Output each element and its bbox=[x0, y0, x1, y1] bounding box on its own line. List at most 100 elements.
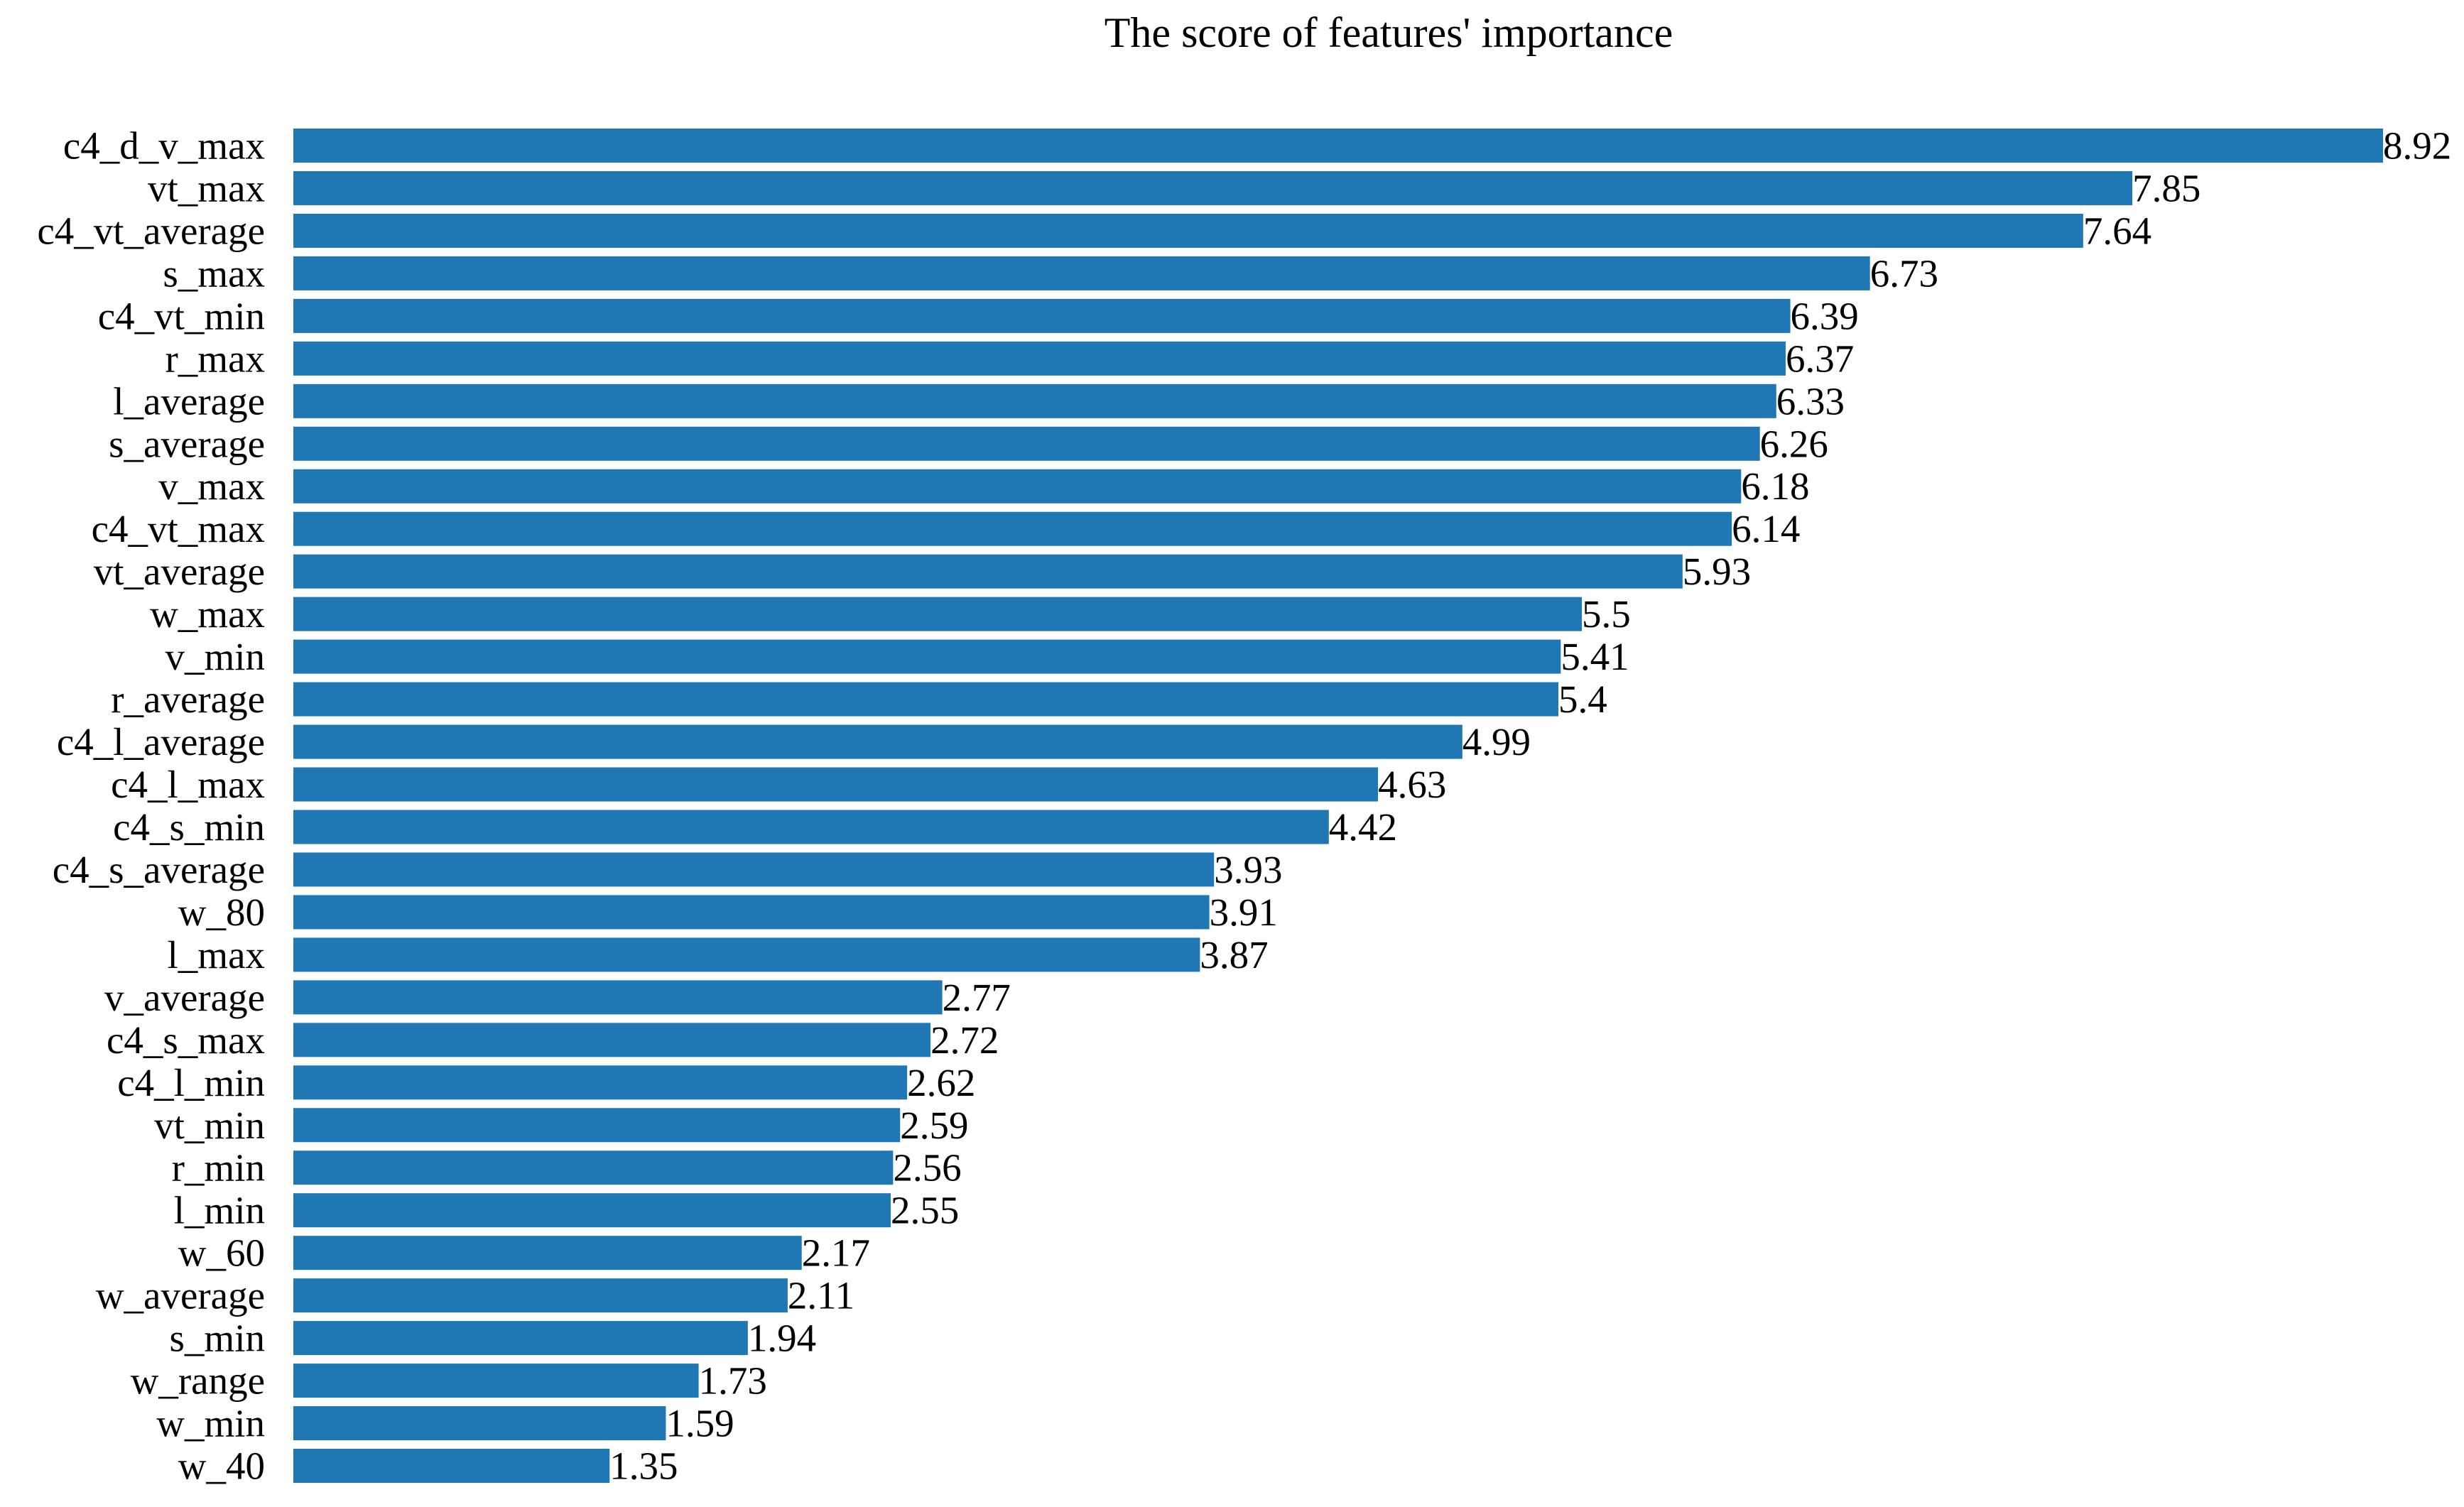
bar-c4-s-average bbox=[293, 852, 1215, 887]
category-label: r_max bbox=[165, 337, 265, 380]
bar-l-min bbox=[293, 1193, 891, 1228]
value-label: 4.99 bbox=[1462, 720, 1531, 763]
bar-w-max bbox=[293, 597, 1583, 631]
category-label: w_40 bbox=[178, 1445, 265, 1488]
category-label: vt_max bbox=[148, 166, 265, 210]
value-label: 1.94 bbox=[748, 1317, 816, 1360]
value-label: 4.42 bbox=[1329, 805, 1397, 849]
value-label: 6.73 bbox=[1870, 251, 1938, 295]
category-label: vt_average bbox=[94, 550, 265, 593]
category-label: w_max bbox=[150, 592, 265, 636]
value-label: 5.5 bbox=[1582, 592, 1631, 636]
bar-v-max bbox=[293, 469, 1742, 504]
category-label: vt_min bbox=[154, 1104, 265, 1147]
bar-c4-vt-max bbox=[293, 511, 1732, 546]
category-label: v_average bbox=[104, 976, 265, 1019]
value-label: 3.87 bbox=[1200, 933, 1268, 976]
bar-c4-d-v-max bbox=[293, 129, 2383, 163]
value-label: 1.59 bbox=[666, 1402, 734, 1445]
value-label: 5.93 bbox=[1683, 550, 1751, 593]
value-label: 3.91 bbox=[1210, 891, 1278, 934]
bar-vt-max bbox=[293, 170, 2133, 205]
category-label: s_average bbox=[109, 422, 265, 465]
value-label: 6.37 bbox=[1786, 337, 1854, 380]
bar-v-min bbox=[293, 639, 1561, 674]
value-label: 5.41 bbox=[1561, 635, 1629, 678]
bar-w-40 bbox=[293, 1449, 610, 1483]
value-label: 1.73 bbox=[699, 1359, 767, 1403]
category-label: v_max bbox=[158, 464, 265, 508]
bar-s-min bbox=[293, 1321, 748, 1356]
bar-w-average bbox=[293, 1278, 788, 1313]
category-label: l_average bbox=[113, 379, 265, 423]
value-label: 7.85 bbox=[2132, 166, 2200, 210]
bar-w-60 bbox=[293, 1236, 802, 1271]
category-label: l_max bbox=[168, 933, 265, 976]
value-label: 7.64 bbox=[2083, 209, 2151, 252]
bar-c4-s-max bbox=[293, 1023, 931, 1057]
category-label: r_min bbox=[172, 1146, 265, 1190]
category-label: c4_l_min bbox=[117, 1061, 265, 1104]
category-label: s_max bbox=[163, 251, 265, 295]
value-label: 6.33 bbox=[1776, 379, 1845, 423]
category-label: r_average bbox=[111, 678, 265, 721]
value-label: 1.35 bbox=[609, 1445, 678, 1488]
category-label: l_min bbox=[174, 1189, 265, 1232]
value-label: 2.72 bbox=[930, 1018, 999, 1062]
value-label: 5.4 bbox=[1558, 678, 1607, 721]
category-label: w_average bbox=[96, 1274, 265, 1317]
bar-c4-s-min bbox=[293, 810, 1329, 844]
category-label: w_80 bbox=[178, 891, 265, 934]
value-label: 2.17 bbox=[802, 1231, 870, 1275]
bar-w-80 bbox=[293, 895, 1210, 930]
category-label: c4_vt_max bbox=[92, 507, 265, 550]
category-label: c4_l_average bbox=[57, 720, 265, 763]
bar-c4-l-max bbox=[293, 767, 1379, 802]
chart-title: The score of features' importance bbox=[1105, 9, 1673, 56]
bar-vt-average bbox=[293, 554, 1683, 589]
bar-c4-vt-min bbox=[293, 298, 1791, 333]
value-label: 2.62 bbox=[907, 1061, 975, 1104]
bars-group bbox=[293, 129, 2383, 1483]
value-label: 2.11 bbox=[788, 1274, 854, 1317]
category-label: w_range bbox=[131, 1359, 265, 1403]
bar-w-min bbox=[293, 1406, 666, 1441]
category-label: c4_d_v_max bbox=[63, 124, 265, 168]
category-label: w_min bbox=[156, 1402, 265, 1445]
category-label: v_min bbox=[165, 635, 265, 678]
value-label: 2.56 bbox=[893, 1146, 961, 1190]
bar-r-average bbox=[293, 682, 1559, 717]
bar-l-max bbox=[293, 937, 1200, 972]
category-label: s_min bbox=[170, 1317, 265, 1360]
category-label: c4_vt_average bbox=[37, 209, 265, 252]
category-label: c4_s_min bbox=[113, 805, 265, 849]
value-labels-group: 8.92 7.857.64 6.73 6.396.376.336.266.186.14… bbox=[609, 124, 2451, 1488]
bar-w-range bbox=[293, 1364, 699, 1398]
bar-v-average bbox=[293, 980, 943, 1015]
bar-c4-vt-average bbox=[293, 213, 2083, 248]
category-label: w_60 bbox=[178, 1231, 265, 1275]
bar-r-max bbox=[293, 341, 1786, 376]
category-label: c4_s_average bbox=[53, 848, 265, 891]
category-label: c4_s_max bbox=[107, 1018, 265, 1062]
value-label: 6.26 bbox=[1760, 422, 1828, 465]
value-label: 6.39 bbox=[1791, 294, 1859, 337]
bar-s-max bbox=[293, 256, 1870, 290]
category-label: c4_l_max bbox=[111, 763, 265, 806]
bar-vt-min bbox=[293, 1108, 901, 1143]
value-label: 6.18 bbox=[1741, 464, 1809, 508]
category-label: c4_vt_min bbox=[98, 294, 265, 337]
value-label: 3.93 bbox=[1214, 848, 1282, 891]
value-label: 8.92 bbox=[2383, 124, 2451, 168]
value-label: 2.77 bbox=[943, 976, 1011, 1019]
value-label: 2.59 bbox=[900, 1104, 968, 1147]
bar-c4-l-min bbox=[293, 1065, 908, 1100]
bar-c4-l-average bbox=[293, 724, 1462, 759]
bar-s-average bbox=[293, 426, 1760, 461]
category-labels-group: c4_d_v_maxvt_maxc4_vt_averages_maxc4_vt_… bbox=[37, 124, 265, 1488]
bar-l-average bbox=[293, 383, 1776, 418]
bar-r-min bbox=[293, 1150, 894, 1185]
value-label: 4.63 bbox=[1378, 763, 1446, 806]
